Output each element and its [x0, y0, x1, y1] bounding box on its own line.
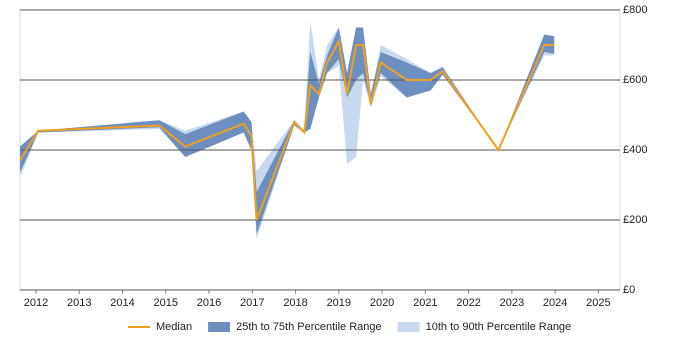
legend-label: Median: [156, 321, 192, 333]
x-tick-label: 2012: [24, 297, 48, 309]
x-tick-label: 2021: [413, 297, 437, 309]
x-tick-label: 2017: [240, 297, 264, 309]
legend-swatch: [208, 322, 231, 332]
x-tick-label: 2018: [283, 297, 307, 309]
x-tick-label: 2020: [370, 297, 394, 309]
x-tick-label: 2014: [110, 297, 134, 309]
x-tick-label: 2023: [500, 297, 524, 309]
median-line: [19, 38, 555, 221]
x-tick-label: 2016: [197, 297, 221, 309]
legend-label: 10th to 90th Percentile Range: [426, 321, 572, 333]
y-tick-label: £600: [623, 74, 647, 86]
legend-label: 25th to 75th Percentile Range: [236, 321, 382, 333]
legend-swatch: [397, 322, 420, 332]
x-tick-label: 2019: [327, 297, 351, 309]
x-tick-label: 2025: [586, 297, 610, 309]
x-tick-label: 2013: [67, 297, 91, 309]
y-tick-label: £400: [623, 144, 647, 156]
y-tick-label: £200: [623, 214, 647, 226]
x-tick-label: 2015: [154, 297, 178, 309]
x-tick-label: 2024: [543, 297, 567, 309]
x-tick-label: 2022: [456, 297, 480, 309]
y-tick-label: £800: [623, 4, 647, 16]
y-tick-label: £0: [623, 284, 635, 296]
